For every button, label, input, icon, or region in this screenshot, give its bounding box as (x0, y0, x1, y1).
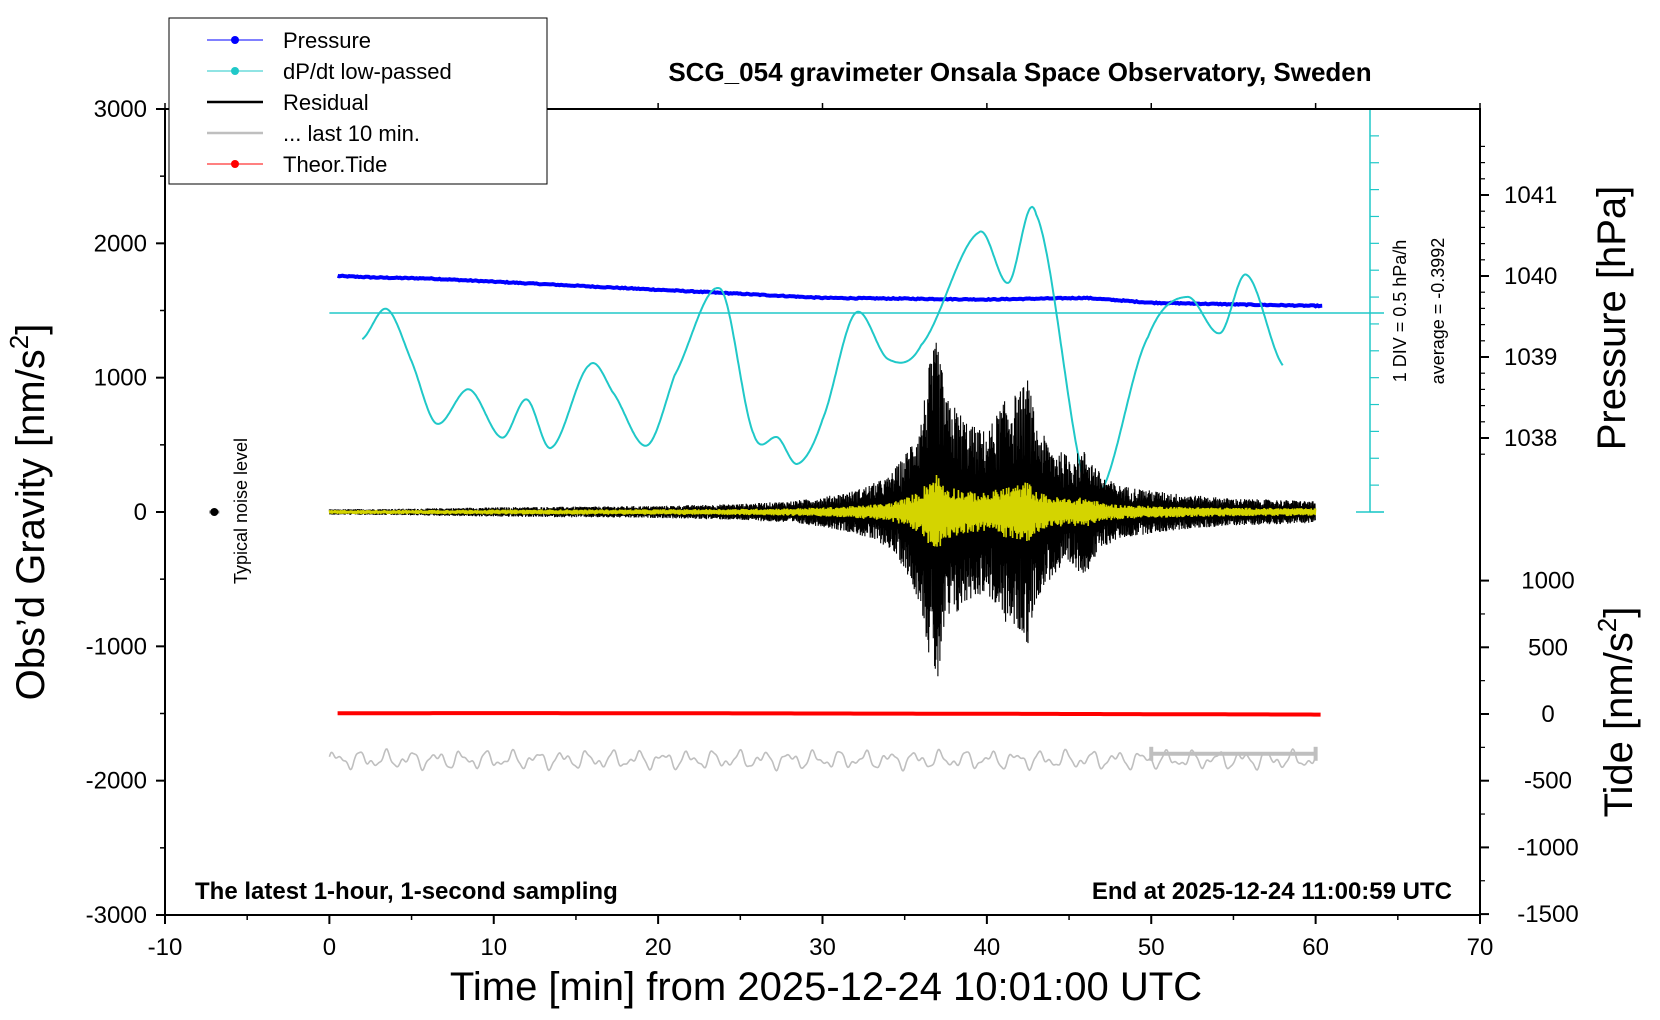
dpdt-scale-label: 1 DIV = 0.5 hPa/h (1390, 240, 1410, 383)
y-tick-label: -2000 (86, 768, 147, 795)
y-tick-label: 2000 (94, 230, 147, 257)
plot-traces (209, 108, 1384, 772)
axes: -10 0 10 20 30 40 50 60 70 3000 2000 1000 0 -1000 -200… (86, 96, 1579, 961)
x-tick-label: 20 (645, 934, 672, 961)
x-tick-label: 50 (1138, 934, 1165, 961)
tide-tick-label: 500 (1528, 634, 1568, 661)
chart-title: SCG_054 gravimeter Onsala Space Observat… (668, 57, 1371, 87)
legend-label: ... last 10 min. (283, 121, 420, 146)
end-time-note: End at 2025-12-24 11:00:59 UTC (1092, 878, 1452, 905)
legend-marker (231, 36, 239, 44)
tide-axis-label-text: Tide [nm/s (1597, 632, 1641, 817)
pressure-tick-label: 1038 (1504, 425, 1557, 452)
y-axis-label-left-sup: 2 (4, 335, 34, 349)
x-tick-label: -10 (148, 934, 183, 961)
pressure-tick-label: 1039 (1504, 344, 1557, 371)
pressure-axis-label: Pressure [hPa] (1590, 186, 1634, 451)
pressure-tick-label: 1041 (1504, 182, 1557, 209)
x-tick-label: 10 (480, 934, 507, 961)
tide-line (337, 711, 1321, 717)
y-tick-label: 1000 (94, 365, 147, 392)
tide-tick-label: -1000 (1517, 834, 1578, 861)
y-tick-label: 0 (134, 499, 147, 526)
y-axis-label-left-close: ] (9, 324, 53, 335)
pressure-tick-label: 1040 (1504, 263, 1557, 290)
sampling-note: The latest 1-hour, 1-second sampling (195, 878, 618, 905)
tide-tick-label: -500 (1524, 768, 1572, 795)
legend-label: dP/dt low-passed (283, 59, 452, 84)
pressure-line (337, 273, 1323, 309)
x-tick-label: 60 (1302, 934, 1329, 961)
legend-label: Pressure (283, 28, 371, 53)
legend-marker (231, 67, 239, 75)
legend: Pressure dP/dt low-passed Residual ... last… (168, 17, 548, 185)
dpdt-line (361, 205, 1284, 499)
x-tick-label: 30 (809, 934, 836, 961)
dpdt-average-label: average = -0.3992 (1428, 238, 1448, 385)
tide-tick-label: 1000 (1521, 568, 1574, 595)
legend-items: Pressure dP/dt low-passed Residual ... last… (207, 28, 452, 177)
x-tick-label: 40 (974, 934, 1001, 961)
tide-axis-label: Tide [nm/s2] (1592, 607, 1641, 818)
x-tick-label: 0 (323, 934, 336, 961)
filtered-residual-line (328, 474, 1317, 547)
noise-level-dot (210, 508, 219, 516)
y-axis-label-left: Obs’d Gravity [nm/s2] (4, 324, 53, 701)
legend-label: Theor.Tide (283, 152, 387, 177)
y-tick-label: -3000 (86, 902, 147, 929)
x-tick-label: 70 (1467, 934, 1494, 961)
y-tick-label: -1000 (86, 633, 147, 660)
y-tick-label: 3000 (94, 96, 147, 123)
x-axis-label: Time [min] from 2025-12-24 10:01:00 UTC (450, 965, 1202, 1009)
tide-tick-label: 0 (1541, 701, 1554, 728)
legend-marker (231, 160, 239, 168)
y-axis-label-left-text: Obs’d Gravity [nm/s (9, 349, 53, 700)
tide-tick-label: -1500 (1517, 901, 1578, 928)
tide-axis-label-close: ] (1597, 607, 1641, 618)
noise-level-label: Typical noise level (231, 438, 251, 584)
tide-axis-label-sup: 2 (1592, 618, 1622, 632)
legend-label: Residual (283, 90, 369, 115)
